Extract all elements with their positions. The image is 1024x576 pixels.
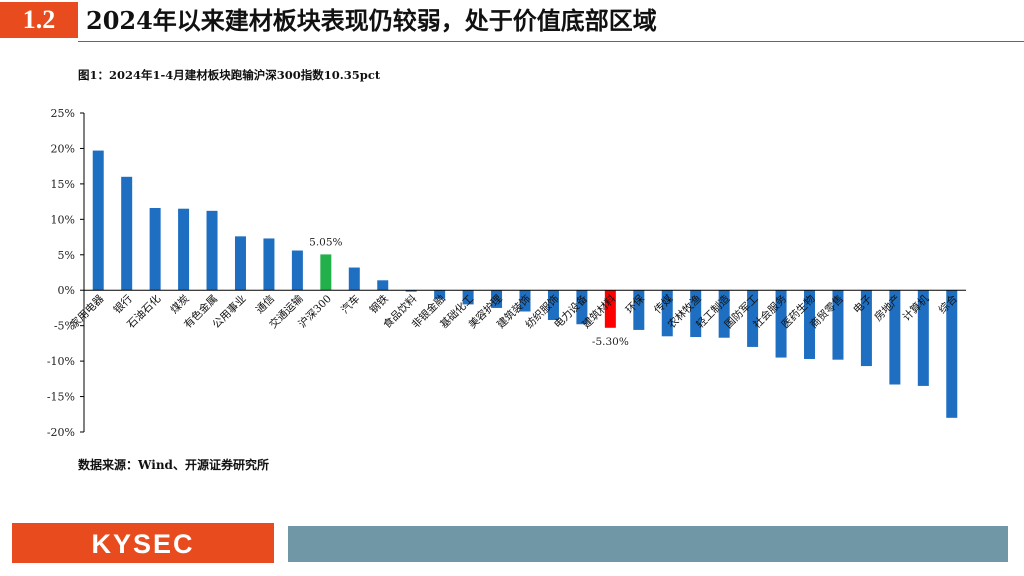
kysec-logo: KYSEC	[91, 529, 194, 559]
bar	[519, 290, 531, 312]
bar	[633, 290, 645, 330]
bar	[661, 290, 673, 337]
bar	[718, 290, 730, 338]
figure-source: 数据来源：Wind、开源证券研究所	[78, 458, 269, 472]
data-label: -5.30%	[592, 336, 629, 348]
bar	[178, 208, 190, 291]
y-tick-label: -10%	[47, 355, 75, 368]
bar	[462, 290, 474, 305]
bar	[604, 290, 616, 328]
bar	[832, 290, 844, 360]
x-tick-label: 汽车	[338, 292, 362, 316]
bar	[206, 210, 218, 291]
bar	[804, 290, 816, 359]
bar	[946, 290, 958, 418]
bar	[576, 290, 588, 325]
logo-text: KYSEC	[91, 529, 194, 559]
y-tick-label: -20%	[47, 426, 75, 439]
bar-chart: 25%20%15%10%5%0%-5%-10%-15%-20%家用电器 银行石油石…	[47, 107, 966, 439]
page-title: 2024年以来建材板块表现仍较弱，处于价值底部区域	[86, 6, 657, 35]
x-tick-label: 钢铁	[367, 292, 391, 316]
figure-title: 图1：2024年1-4月建材板块跑输沪深300指数10.35pct	[78, 68, 381, 82]
bar	[92, 150, 104, 291]
y-tick-label: -15%	[47, 391, 75, 404]
bar	[320, 254, 332, 291]
bar	[263, 238, 275, 291]
bar	[121, 176, 133, 291]
y-tick-label: 0%	[58, 284, 75, 297]
y-tick-label: -5%	[54, 320, 75, 333]
y-tick-label: 10%	[51, 213, 75, 226]
x-tick-label: 银行	[111, 292, 135, 316]
y-tick-label: 20%	[51, 142, 75, 155]
bar	[491, 290, 503, 308]
y-tick-label: 5%	[58, 249, 75, 262]
x-tick-label: 煤炭	[168, 292, 192, 316]
y-tick-label: 25%	[51, 107, 75, 120]
bar	[747, 290, 759, 347]
x-tick-label: 通信	[254, 293, 277, 316]
bar	[860, 290, 872, 367]
header-divider	[78, 41, 1024, 42]
footer-logo-band: KYSEC	[12, 523, 274, 563]
bar	[291, 250, 303, 291]
bar	[889, 290, 901, 385]
bar	[348, 267, 360, 291]
bar	[377, 280, 389, 291]
footer-band	[288, 526, 1008, 562]
bar	[917, 290, 929, 386]
bar	[547, 290, 559, 320]
bar	[690, 290, 702, 338]
bar	[405, 290, 417, 292]
section-number: 1.2	[0, 2, 78, 38]
bar	[234, 236, 246, 291]
bar	[434, 290, 446, 299]
y-tick-label: 15%	[51, 178, 75, 191]
bar	[149, 207, 161, 291]
data-label: 5.05%	[309, 236, 342, 248]
bar	[775, 290, 787, 358]
x-tick-label: 家用电器	[67, 292, 106, 331]
